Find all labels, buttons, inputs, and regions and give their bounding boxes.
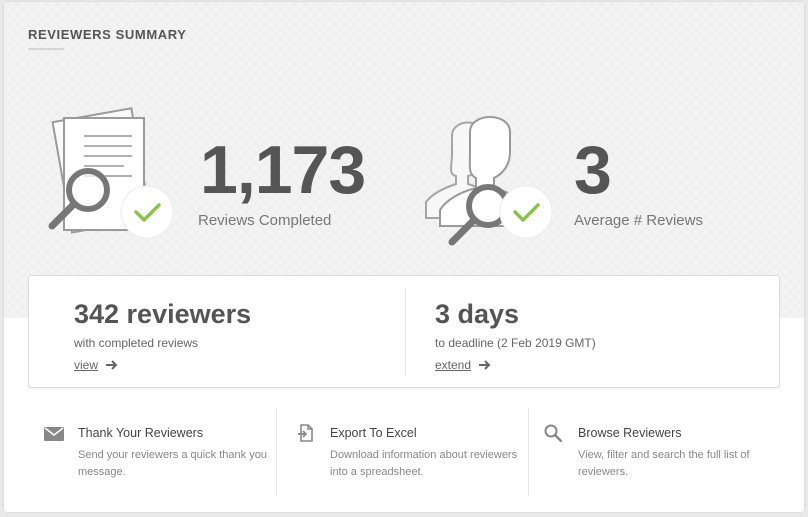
view-reviewers-link[interactable]: view [74,358,118,372]
summary-panel: 342 reviewers with completed reviews vie… [28,275,780,388]
reviewers-count: 342 reviewers [74,299,252,329]
browse-reviewers-desc: View, filter and search the full list of… [578,449,750,478]
reviewers-sub: with completed reviews [74,336,199,350]
action-divider [276,408,277,496]
export-file-icon [298,424,313,442]
envelope-icon [44,427,64,441]
reviewers-summary: 342 reviewers with completed reviews vie… [74,298,251,374]
deadline-summary: 3 days to deadline (2 Feb 2019 GMT) exte… [435,298,596,374]
average-reviews-label: Average # Reviews [574,212,703,229]
thank-reviewers-title: Thank Your Reviewers [78,426,204,440]
panel-divider [405,288,406,376]
view-link-label: view [74,358,99,372]
browse-reviewers-title: Browse Reviewers [578,426,682,440]
reviews-completed-label: Reviews Completed [198,212,332,229]
average-reviews-value: 3 [574,132,612,208]
title-underline [28,48,64,50]
export-excel-desc: Download information about reviewers int… [330,449,518,478]
action-divider [528,408,529,496]
thank-reviewers-desc: Send your reviewers a quick thank you me… [78,449,267,478]
arrow-right-icon [479,360,491,370]
people-search-check-icon [425,116,553,246]
arrow-right-icon [106,360,118,370]
search-icon [544,424,562,442]
thank-reviewers-action[interactable]: Thank Your Reviewers Send your reviewers… [28,406,276,496]
actions-row: Thank Your Reviewers Send your reviewers… [28,406,780,496]
export-excel-action[interactable]: Export To Excel Download information abo… [280,406,528,496]
section-title: REVIEWERS SUMMARY [28,27,187,42]
extend-deadline-link[interactable]: extend [435,358,491,372]
extend-link-label: extend [435,358,472,372]
summary-hero: REVIEWERS SUMMARY 1,173 Reviews Complete… [4,2,804,318]
document-search-check-icon [48,107,174,239]
deadline-sub: to deadline (2 Feb 2019 GMT) [435,336,596,350]
export-excel-title: Export To Excel [330,426,417,440]
reviewers-summary-card: REVIEWERS SUMMARY 1,173 Reviews Complete… [4,2,804,512]
reviews-completed-value: 1,173 [200,132,366,208]
deadline-value: 3 days [435,299,520,329]
browse-reviewers-action[interactable]: Browse Reviewers View, filter and search… [528,406,776,496]
